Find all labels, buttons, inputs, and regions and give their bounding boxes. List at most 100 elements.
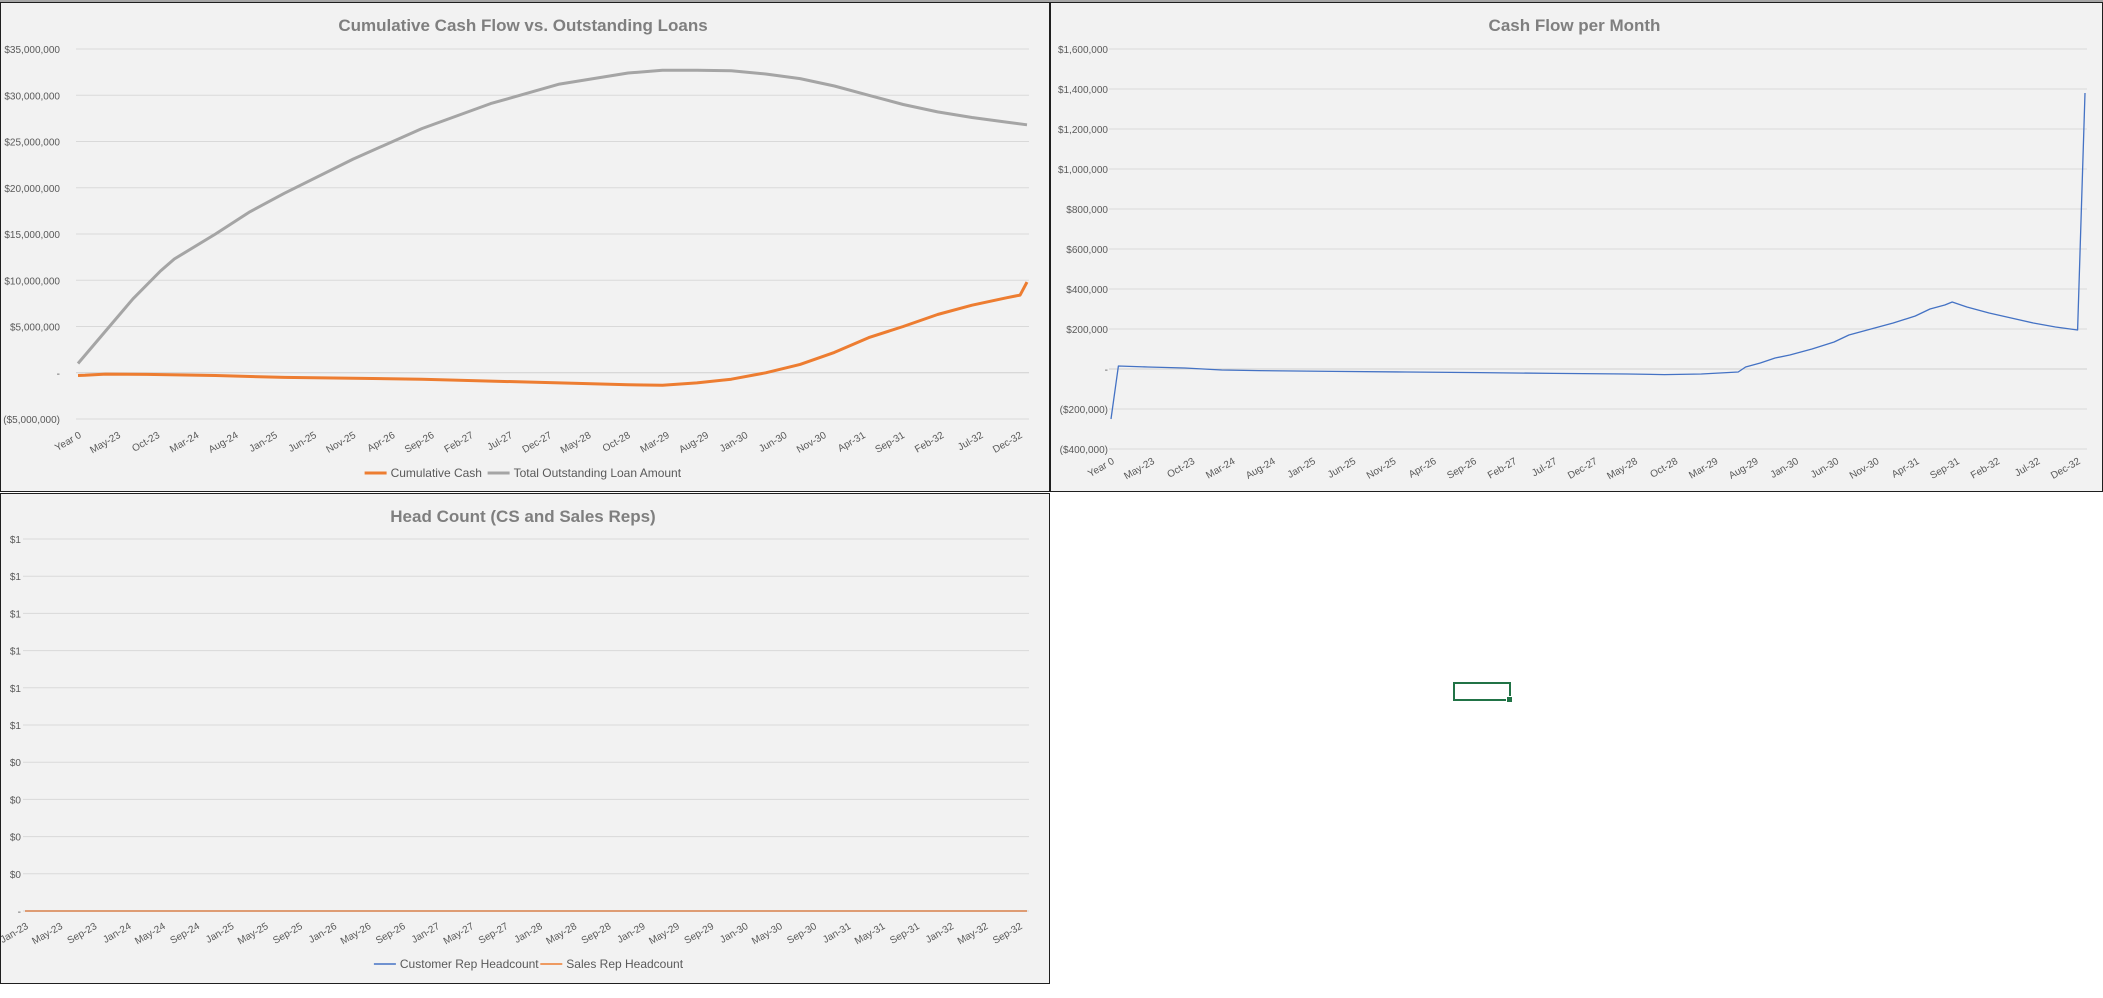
x-tick-label: Jan-30 (718, 430, 750, 455)
x-tick-label: Sep-31 (873, 430, 907, 456)
x-tick-label: Apr-31 (836, 430, 868, 455)
x-tick-label: Jun-25 (287, 430, 319, 455)
x-tick-label: Mar-24 (1204, 456, 1237, 482)
x-tick-label: May-23 (88, 430, 123, 456)
chart-cash-flow-per-month-svg: Cash Flow per Month ($400,000) ($200,000) -… (1058, 16, 2087, 482)
x-tick-label: Jul-27 (1530, 456, 1559, 479)
y-tick-label: - (18, 907, 21, 918)
x-tick-label: Dec-27 (1566, 456, 1600, 482)
x-tick-label: Sep-30 (785, 921, 819, 947)
y-tick-label: $0 (10, 833, 22, 844)
y-tick-label: $0 (10, 870, 22, 881)
x-tick-label: Jun-25 (1326, 456, 1358, 481)
x-tick-label: Feb-27 (1486, 456, 1519, 482)
x-tick-label: Sep-28 (580, 921, 614, 947)
x-tick-label: Oct-28 (1649, 456, 1681, 481)
y-tick-label: - (1105, 365, 1108, 376)
y-tick-label: $5,000,000 (10, 323, 60, 334)
x-tick-label: Jul-32 (2013, 456, 2042, 479)
x-tick-label: Jan-25 (1286, 456, 1318, 481)
x-tick-label: Jan-29 (615, 921, 647, 946)
series-line-0 (1110, 92, 2086, 420)
x-tick-label: Apr-26 (366, 430, 398, 455)
x-tick-label: Feb-32 (913, 430, 946, 456)
legend-label-0: Cumulative Cash (391, 466, 482, 480)
y-tick-label: $400,000 (1066, 285, 1108, 296)
x-tick-label: Jul-27 (486, 430, 515, 453)
x-tick-label: May-25 (236, 921, 271, 947)
y-tick-label: $10,000,000 (4, 276, 60, 287)
x-tick-label: Mar-29 (1687, 456, 1720, 482)
x-tick-label: Dec-32 (2049, 456, 2083, 482)
x-tick-label: May-23 (1122, 456, 1157, 482)
x-tick-label: Oct-23 (130, 430, 162, 455)
y-tick-label: $15,000,000 (4, 230, 60, 241)
y-tick-label: $1 (10, 721, 22, 732)
y-tick-label: $800,000 (1066, 205, 1108, 216)
chart-head-count[interactable]: Head Count (CS and Sales Reps) - $0 $0 $0 $0 $… (0, 493, 1050, 984)
y-tick-label: $20,000,000 (4, 184, 60, 195)
x-tick-label: May-27 (442, 921, 477, 947)
x-tick-label: May-29 (647, 921, 682, 947)
x-tick-label: Sep-26 (403, 430, 437, 456)
x-tick-label: Aug-29 (1727, 456, 1761, 482)
x-tick-label: Jan-28 (513, 921, 545, 946)
chart-cumulative-cash-flow-svg: Cumulative Cash Flow vs. Outstanding Loa… (3, 16, 1029, 480)
x-tick-label: Sep-23 (66, 921, 100, 947)
x-tick-label: Sep-24 (168, 921, 202, 947)
x-tick-label: May-31 (853, 921, 888, 947)
x-tick-label: Nov-25 (1365, 456, 1399, 482)
x-tick-label: Jan-30 (718, 921, 750, 946)
x-tick-label: Jan-25 (248, 430, 280, 455)
x-tick-label: Jan-26 (307, 921, 339, 946)
legend-label-1: Sales Rep Headcount (566, 957, 683, 971)
x-tick-label: Aug-24 (1244, 456, 1278, 482)
series-line-1 (76, 68, 1028, 365)
legend-label-0: Customer Rep Headcount (400, 957, 539, 971)
y-tick-label: $1 (10, 609, 22, 620)
y-tick-label: ($5,000,000) (3, 415, 60, 426)
x-tick-label: Nov-30 (1848, 456, 1882, 482)
y-tick-label: ($200,000) (1060, 405, 1108, 416)
x-tick-label: Dec-27 (521, 430, 555, 456)
chart-title: Cash Flow per Month (1489, 16, 1661, 35)
x-tick-label: Feb-27 (443, 430, 476, 456)
x-tick-label: Feb-32 (1969, 456, 2002, 482)
selected-cell[interactable] (1453, 682, 1513, 703)
x-tick-label: Sep-26 (1445, 456, 1479, 482)
x-tick-label: Dec-32 (991, 430, 1025, 456)
y-tick-label: $30,000,000 (4, 91, 60, 102)
y-tick-label: $0 (10, 758, 22, 769)
y-tick-label: - (57, 369, 60, 380)
y-tick-label: $1 (10, 647, 22, 658)
x-tick-label: Jan-23 (1, 921, 31, 946)
x-tick-label: Year 0 (1086, 456, 1117, 480)
chart-title: Head Count (CS and Sales Reps) (390, 507, 655, 526)
series-line-0 (77, 281, 1029, 387)
y-tick-label: $35,000,000 (4, 45, 60, 56)
x-tick-label: Jun-30 (1809, 456, 1841, 481)
x-tick-label: Apr-26 (1407, 456, 1439, 481)
legend-label-1: Total Outstanding Loan Amount (514, 466, 682, 480)
x-tick-label: May-26 (339, 921, 374, 947)
x-tick-label: May-23 (30, 921, 65, 947)
y-tick-label: $1,000,000 (1058, 165, 1108, 176)
x-tick-label: May-32 (956, 921, 991, 947)
x-tick-label: May-24 (133, 921, 168, 947)
y-tick-label: $0 (10, 795, 22, 806)
chart-cumulative-cash-flow[interactable]: Cumulative Cash Flow vs. Outstanding Loa… (0, 2, 1050, 492)
y-tick-label: $1,400,000 (1058, 85, 1108, 96)
x-tick-label: Jan-31 (821, 921, 853, 946)
x-tick-label: Sep-27 (477, 921, 511, 947)
chart-cash-flow-per-month[interactable]: Cash Flow per Month ($400,000) ($200,000) -… (1050, 2, 2103, 492)
x-tick-label: Jun-30 (757, 430, 789, 455)
x-tick-label: Mar-29 (639, 430, 672, 456)
x-tick-label: Sep-29 (683, 921, 717, 947)
chart-head-count-svg: Head Count (CS and Sales Reps) - $0 $0 $0 $0 $… (1, 507, 1029, 971)
x-tick-label: Sep-25 (271, 921, 305, 947)
x-tick-label: Jan-30 (1769, 456, 1801, 481)
sheet-top-border (0, 0, 2103, 3)
x-tick-label: Aug-29 (677, 430, 711, 456)
x-tick-label: Oct-23 (1166, 456, 1198, 481)
x-tick-label: Mar-24 (168, 430, 201, 456)
